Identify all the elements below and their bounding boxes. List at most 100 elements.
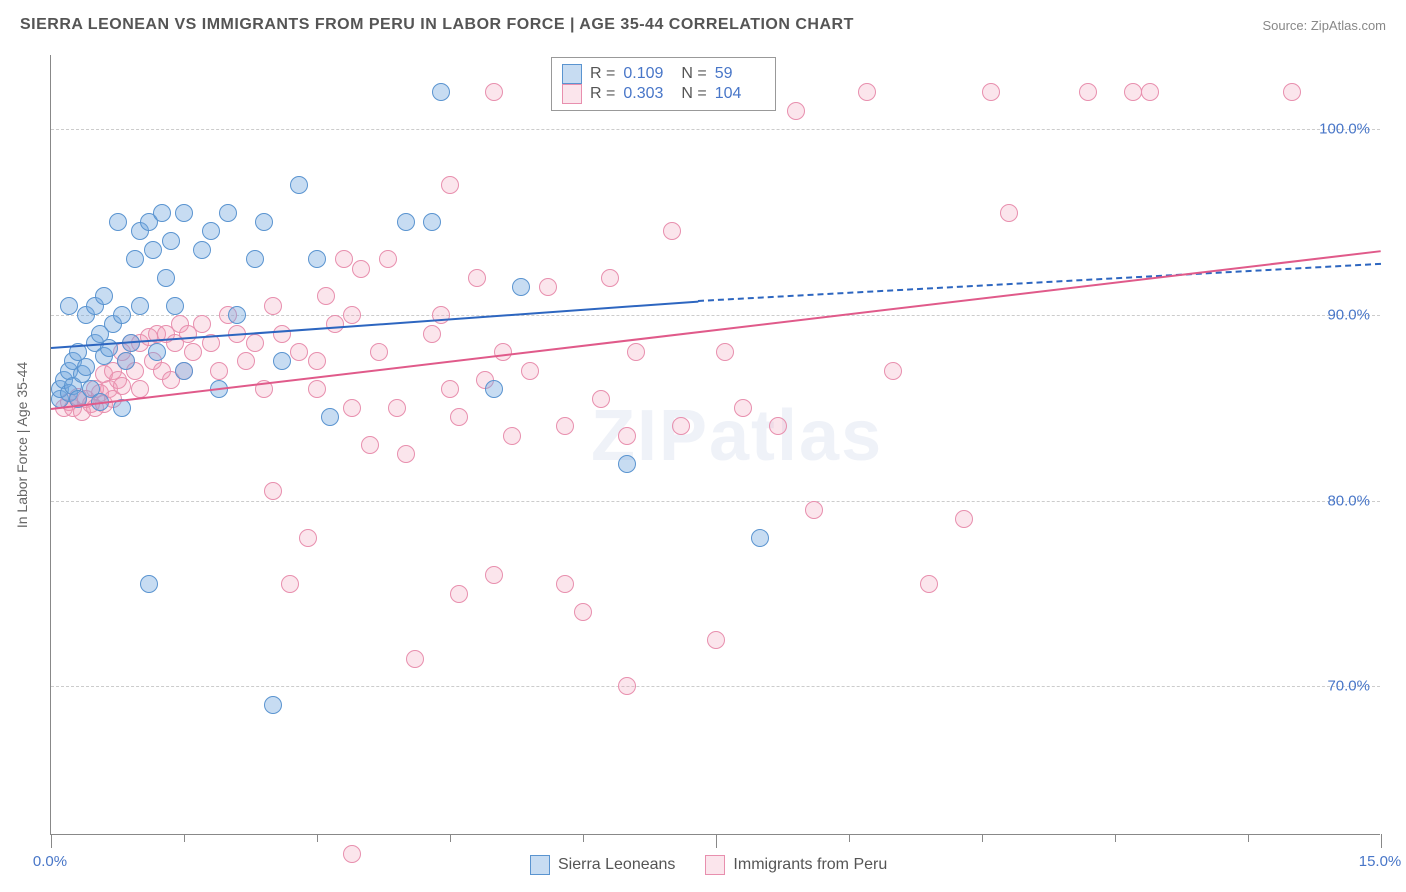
data-point-pink: [273, 325, 291, 343]
grid-line: [51, 129, 1380, 130]
x-tick: [849, 834, 850, 842]
x-tick: [716, 834, 717, 848]
data-point-blue: [162, 232, 180, 250]
data-point-pink: [406, 650, 424, 668]
data-point-pink: [397, 445, 415, 463]
y-tick-label: 80.0%: [1327, 492, 1370, 509]
data-point-pink: [618, 677, 636, 695]
data-point-pink: [716, 343, 734, 361]
y-tick-label: 70.0%: [1327, 678, 1370, 695]
x-tick: [982, 834, 983, 842]
data-point-pink: [663, 222, 681, 240]
data-point-blue: [166, 297, 184, 315]
data-point-pink: [982, 83, 1000, 101]
x-tick: [450, 834, 451, 842]
data-point-pink: [858, 83, 876, 101]
data-point-blue: [60, 297, 78, 315]
legend-series-label: Sierra Leoneans: [558, 856, 675, 874]
correlation-legend: R =0.109N =59R =0.303N =104: [551, 57, 776, 111]
data-point-pink: [539, 278, 557, 296]
data-point-blue: [95, 287, 113, 305]
data-point-pink: [210, 362, 228, 380]
legend-n-value: 59: [715, 65, 765, 83]
x-tick: [1115, 834, 1116, 842]
data-point-blue: [618, 455, 636, 473]
data-point-pink: [379, 250, 397, 268]
data-point-pink: [423, 325, 441, 343]
data-point-blue: [290, 176, 308, 194]
data-point-pink: [450, 585, 468, 603]
data-point-pink: [352, 260, 370, 278]
data-point-blue: [423, 213, 441, 231]
data-point-pink: [707, 631, 725, 649]
data-point-blue: [512, 278, 530, 296]
data-point-blue: [77, 358, 95, 376]
data-point-blue: [117, 352, 135, 370]
legend-r-label: R =: [590, 65, 615, 83]
data-point-pink: [1079, 83, 1097, 101]
legend-n-value: 104: [715, 85, 765, 103]
data-point-pink: [343, 845, 361, 863]
data-point-pink: [920, 575, 938, 593]
grid-line: [51, 501, 1380, 502]
chart-source: Source: ZipAtlas.com: [1262, 18, 1386, 33]
data-point-pink: [1124, 83, 1142, 101]
data-point-blue: [264, 696, 282, 714]
legend-n-label: N =: [681, 85, 706, 103]
data-point-pink: [787, 102, 805, 120]
x-tick-label: 15.0%: [1359, 853, 1402, 870]
data-point-blue: [432, 83, 450, 101]
data-point-blue: [751, 529, 769, 547]
y-axis-label: In Labor Force | Age 35-44: [14, 362, 30, 528]
data-point-pink: [370, 343, 388, 361]
x-tick: [583, 834, 584, 842]
data-point-pink: [264, 297, 282, 315]
grid-line: [51, 315, 1380, 316]
data-point-pink: [193, 315, 211, 333]
data-point-blue: [148, 343, 166, 361]
data-point-pink: [769, 417, 787, 435]
data-point-pink: [113, 377, 131, 395]
x-tick: [51, 834, 52, 848]
data-point-blue: [255, 213, 273, 231]
data-point-pink: [627, 343, 645, 361]
data-point-blue: [273, 352, 291, 370]
x-tick: [184, 834, 185, 842]
data-point-blue: [202, 222, 220, 240]
y-axis-label-container: In Labor Force | Age 35-44: [12, 55, 32, 835]
data-point-blue: [140, 575, 158, 593]
data-point-pink: [299, 529, 317, 547]
legend-swatch: [562, 64, 582, 84]
data-point-blue: [153, 204, 171, 222]
data-point-pink: [308, 380, 326, 398]
data-point-pink: [468, 269, 486, 287]
legend-r-value: 0.303: [623, 85, 673, 103]
data-point-blue: [485, 380, 503, 398]
data-point-pink: [485, 83, 503, 101]
scatter-chart: ZIPatlas 70.0%80.0%90.0%100.0%R =0.109N …: [50, 55, 1380, 835]
data-point-pink: [601, 269, 619, 287]
series-legend: Sierra Leoneans Immigrants from Peru: [530, 855, 887, 875]
data-point-blue: [397, 213, 415, 231]
data-point-pink: [246, 334, 264, 352]
data-point-pink: [317, 287, 335, 305]
x-tick-label: 0.0%: [33, 853, 67, 870]
chart-title: SIERRA LEONEAN VS IMMIGRANTS FROM PERU I…: [20, 16, 854, 34]
data-point-blue: [228, 306, 246, 324]
data-point-blue: [131, 297, 149, 315]
data-point-blue: [308, 250, 326, 268]
x-tick: [1381, 834, 1382, 848]
data-point-pink: [503, 427, 521, 445]
legend-swatch: [530, 855, 550, 875]
data-point-pink: [672, 417, 690, 435]
data-point-pink: [1283, 83, 1301, 101]
data-point-pink: [450, 408, 468, 426]
data-point-pink: [556, 417, 574, 435]
trend-line: [698, 263, 1381, 302]
data-point-pink: [574, 603, 592, 621]
legend-series-label: Immigrants from Peru: [733, 856, 887, 874]
x-tick: [1248, 834, 1249, 842]
data-point-pink: [326, 315, 344, 333]
data-point-pink: [131, 380, 149, 398]
data-point-pink: [281, 575, 299, 593]
